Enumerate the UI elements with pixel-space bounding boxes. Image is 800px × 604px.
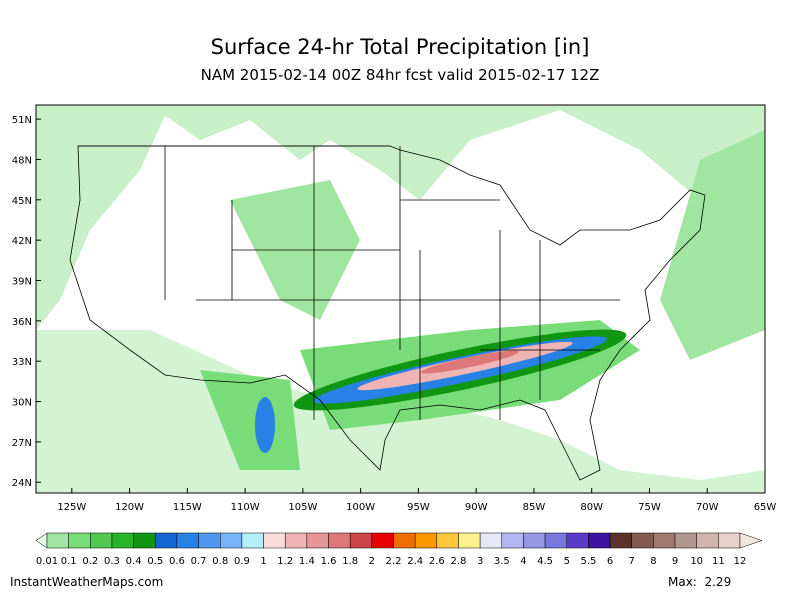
colorbar-label: 11 bbox=[712, 556, 725, 567]
colorbar-label: 4 bbox=[520, 556, 526, 567]
colorbar-label: 0.7 bbox=[191, 556, 207, 567]
lon-label: 100W bbox=[346, 502, 375, 513]
lon-label: 125W bbox=[57, 502, 86, 513]
colorbar-label: 8 bbox=[650, 556, 656, 567]
colorbar-end bbox=[739, 532, 763, 549]
subtitle: NAM 2015-02-14 00Z 84hr fcst valid 2015-… bbox=[201, 66, 600, 84]
colorbar-label: 2.4 bbox=[407, 556, 423, 567]
colorbar-label: 0.5 bbox=[147, 556, 163, 567]
lon-label: 75W bbox=[638, 502, 661, 513]
colorbar-swatch bbox=[718, 532, 741, 549]
colorbar-swatch bbox=[198, 532, 221, 549]
lon-label: 95W bbox=[407, 502, 430, 513]
lat-label: 39N bbox=[12, 277, 32, 288]
colorbar-swatch bbox=[371, 532, 394, 549]
lon-label: 65W bbox=[754, 502, 777, 513]
colorbar-swatch bbox=[263, 532, 286, 549]
colorbar-swatch bbox=[674, 532, 697, 549]
max-value: Max: 2.29 bbox=[668, 575, 731, 589]
lon-label: 105W bbox=[288, 502, 317, 513]
colorbar-end bbox=[35, 532, 48, 549]
colorbar-swatch bbox=[696, 532, 719, 549]
lat-label: 33N bbox=[12, 357, 32, 368]
site-credit: InstantWeatherMaps.com bbox=[10, 575, 163, 589]
colorbar-label: 1.6 bbox=[321, 556, 337, 567]
colorbar-label: 0.4 bbox=[126, 556, 142, 567]
lat-label: 27N bbox=[12, 438, 32, 449]
colorbar-swatch bbox=[501, 532, 524, 549]
colorbar-label: 12 bbox=[734, 556, 747, 567]
map bbox=[35, 104, 766, 494]
colorbar-label: 0.1 bbox=[61, 556, 77, 567]
colorbar-label: 0.8 bbox=[212, 556, 228, 567]
colorbar-label: 9 bbox=[672, 556, 678, 567]
colorbar-swatch bbox=[111, 532, 134, 549]
lon-label: 110W bbox=[231, 502, 260, 513]
colorbar-swatch bbox=[523, 532, 546, 549]
lat-label: 24N bbox=[12, 478, 32, 489]
colorbar-label: 3.5 bbox=[494, 556, 510, 567]
colorbar-swatch bbox=[220, 532, 243, 549]
lat-label: 36N bbox=[12, 317, 32, 328]
colorbar-swatch bbox=[46, 532, 69, 549]
lat-label: 42N bbox=[12, 236, 32, 247]
precip-field bbox=[36, 105, 765, 493]
colorbar-label: 5 bbox=[564, 556, 570, 567]
colorbar-label: 0.6 bbox=[169, 556, 185, 567]
colorbar-swatch bbox=[609, 532, 632, 549]
lon-label: 85W bbox=[523, 502, 546, 513]
colorbar-swatch bbox=[566, 532, 589, 549]
colorbar-swatch bbox=[133, 532, 156, 549]
colorbar-label: 1.2 bbox=[277, 556, 293, 567]
colorbar-swatch bbox=[631, 532, 654, 549]
colorbar-label: 0.9 bbox=[234, 556, 250, 567]
colorbar-swatch bbox=[284, 532, 308, 549]
colorbar-swatch bbox=[90, 532, 113, 549]
colorbar-swatch bbox=[458, 532, 481, 549]
lon-label: 70W bbox=[696, 502, 719, 513]
colorbar-swatch bbox=[653, 532, 676, 549]
colorbar-label: 4.5 bbox=[537, 556, 553, 567]
colorbar-label: 7 bbox=[629, 556, 635, 567]
lon-label: 115W bbox=[173, 502, 202, 513]
colorbar-swatch bbox=[544, 532, 567, 549]
lat-label: 30N bbox=[12, 398, 32, 409]
colorbar-label: 1.4 bbox=[299, 556, 315, 567]
colorbar-swatch bbox=[436, 532, 459, 549]
colorbar-label: 0.01 bbox=[36, 556, 58, 567]
colorbar-label: 2.8 bbox=[451, 556, 467, 567]
colorbar-label: 0.3 bbox=[104, 556, 120, 567]
colorbar-label: 5.5 bbox=[580, 556, 596, 567]
colorbar-swatch bbox=[414, 532, 438, 549]
colorbar-label: 2.6 bbox=[429, 556, 445, 567]
colorbar-label: 1.8 bbox=[342, 556, 358, 567]
colorbar-swatch bbox=[68, 532, 91, 549]
lat-label: 51N bbox=[12, 115, 32, 126]
lat-label: 48N bbox=[12, 155, 32, 166]
colorbar-label: 2 bbox=[369, 556, 375, 567]
colorbar-swatch bbox=[155, 532, 178, 549]
lat-label: 45N bbox=[12, 196, 32, 207]
colorbar-swatch bbox=[588, 532, 611, 549]
colorbar-label: 10 bbox=[690, 556, 703, 567]
lon-label: 90W bbox=[465, 502, 488, 513]
colorbar-swatch bbox=[306, 532, 329, 549]
colorbar-swatch bbox=[393, 532, 416, 549]
colorbar-swatch bbox=[176, 532, 199, 549]
colorbar-swatch bbox=[328, 532, 351, 549]
colorbar-label: 1 bbox=[260, 556, 266, 567]
lon-label: 120W bbox=[115, 502, 144, 513]
lon-label: 80W bbox=[580, 502, 603, 513]
colorbar-label: 2.2 bbox=[386, 556, 402, 567]
boundaries bbox=[69, 145, 706, 481]
colorbar-label: 3 bbox=[477, 556, 483, 567]
colorbar-swatch bbox=[349, 532, 373, 549]
colorbar-label: 6 bbox=[607, 556, 613, 567]
map-frame bbox=[35, 104, 766, 494]
colorbar-swatch bbox=[241, 532, 264, 549]
title: Surface 24-hr Total Precipitation [in] bbox=[211, 35, 590, 59]
colorbar-label: 0.2 bbox=[82, 556, 98, 567]
colorbar-swatch bbox=[479, 532, 503, 549]
